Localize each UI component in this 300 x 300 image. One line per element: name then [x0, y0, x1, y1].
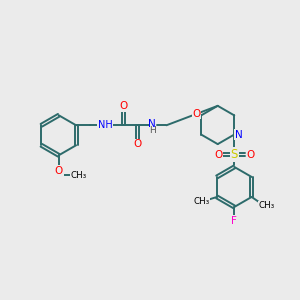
Text: O: O — [134, 140, 142, 149]
Text: O: O — [55, 166, 63, 176]
Text: N: N — [148, 119, 156, 129]
Text: O: O — [214, 150, 222, 160]
Text: N: N — [235, 130, 243, 140]
Text: O: O — [246, 150, 255, 160]
Text: H: H — [149, 126, 155, 135]
Text: O: O — [119, 101, 127, 111]
Text: CH₃: CH₃ — [258, 201, 274, 210]
Text: CH₃: CH₃ — [70, 171, 87, 180]
Text: S: S — [231, 148, 238, 161]
Text: O: O — [192, 109, 201, 118]
Text: NH: NH — [98, 120, 112, 130]
Text: CH₃: CH₃ — [194, 196, 210, 206]
Text: F: F — [231, 216, 237, 226]
